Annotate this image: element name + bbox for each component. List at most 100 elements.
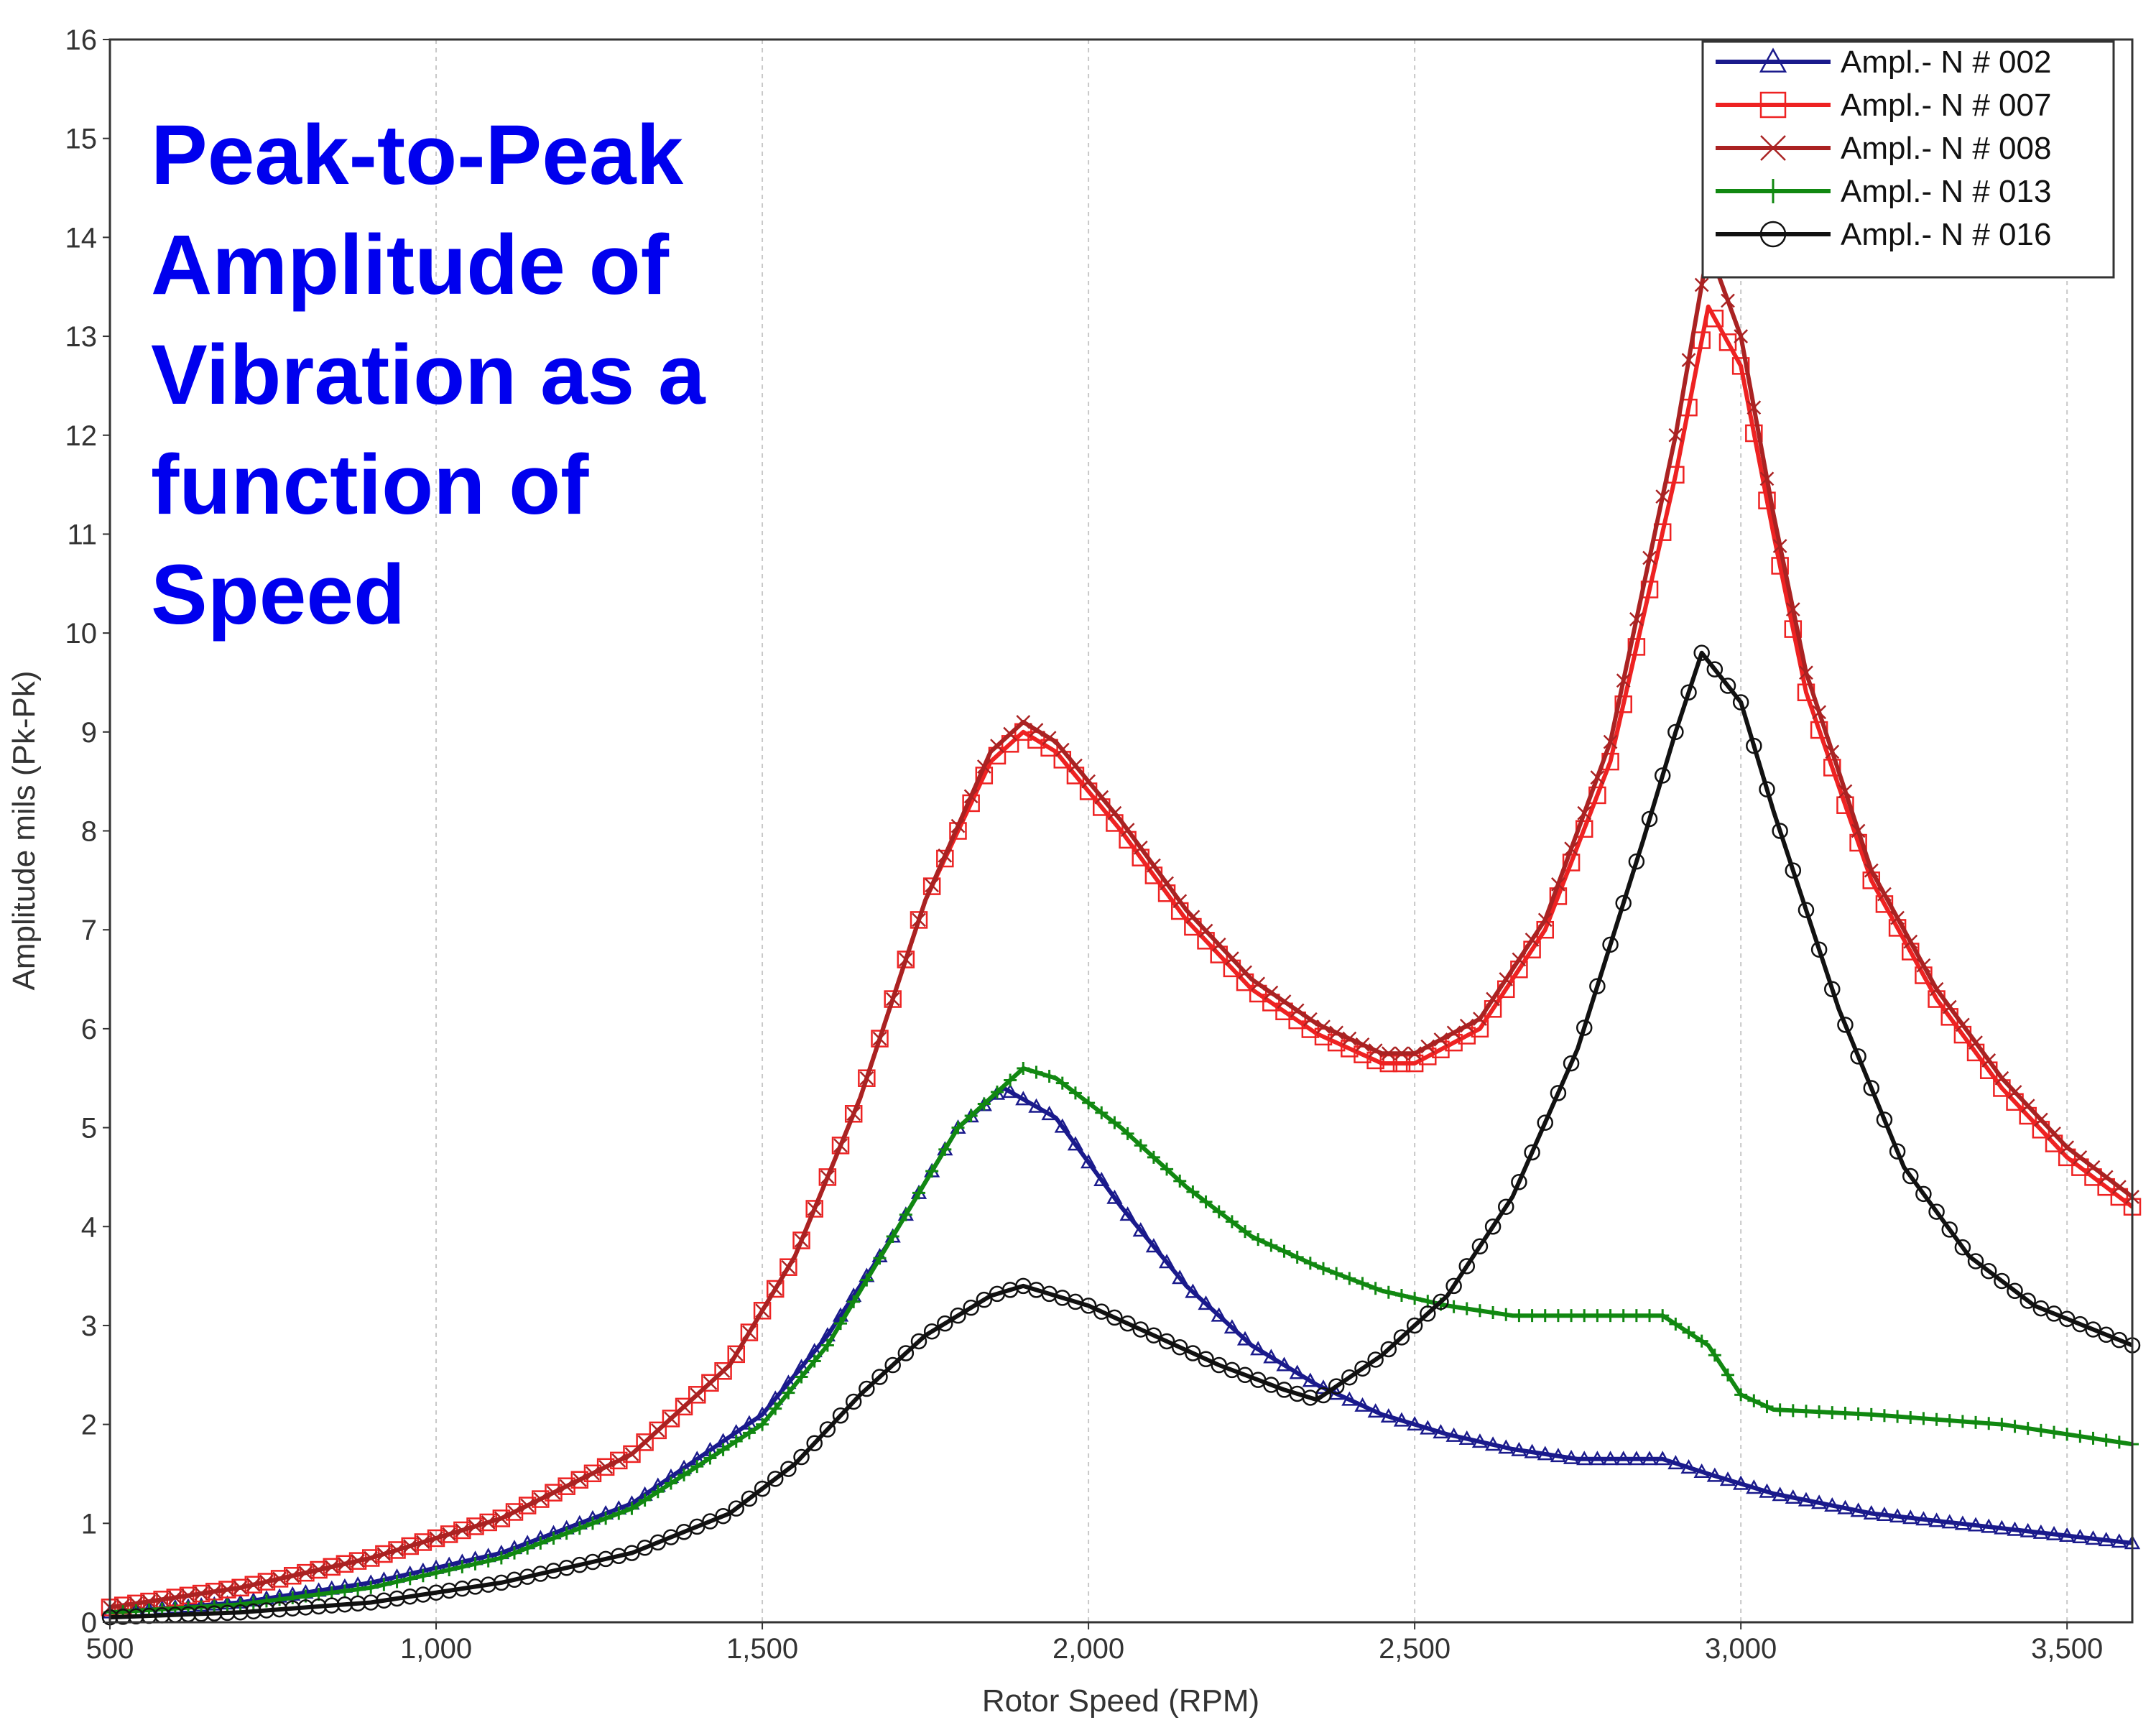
marker-x [520, 1498, 535, 1513]
marker-x [2007, 1085, 2022, 1099]
marker-plus [1277, 1244, 1291, 1258]
y-tick-label: 14 [65, 222, 98, 254]
x-tick-label: 3,000 [1705, 1633, 1777, 1665]
y-tick-label: 4 [81, 1211, 97, 1243]
marker-triangle [1615, 1451, 1632, 1466]
marker-x [1903, 934, 1918, 949]
marker-x [1564, 841, 1578, 856]
marker-x [1616, 673, 1631, 688]
marker-circle [910, 1333, 927, 1350]
marker-circle [1810, 941, 1828, 958]
marker-triangle [1354, 1397, 1371, 1412]
marker-circle [1537, 1114, 1553, 1131]
marker-circle [1824, 981, 1841, 998]
marker-plus [364, 1581, 378, 1594]
marker-triangle [1041, 1106, 1058, 1121]
marker-triangle [1772, 1486, 1788, 1502]
marker-circle [245, 1603, 262, 1620]
marker-plus [1317, 1262, 1330, 1275]
marker-plus [1343, 1272, 1356, 1285]
marker-circle [297, 1599, 314, 1616]
marker-circle [1420, 1305, 1436, 1322]
marker-circle [859, 1380, 875, 1397]
marker-x [1929, 981, 1944, 996]
marker-x [650, 1423, 665, 1438]
marker-plus [873, 1252, 887, 1265]
marker-x [207, 1584, 222, 1599]
marker-triangle [1576, 1451, 1593, 1466]
marker-x [598, 1459, 614, 1474]
marker-plus [769, 1402, 782, 1415]
marker-triangle [1850, 1502, 1866, 1517]
marker-triangle [1902, 1509, 1919, 1525]
marker-plus [1173, 1174, 1187, 1188]
marker-square [557, 1477, 575, 1495]
marker-circle [950, 1307, 966, 1324]
legend-label: Ampl.- N # 016 [1841, 217, 2051, 252]
marker-plus [455, 1560, 469, 1573]
marker-circle [193, 1606, 210, 1622]
marker-plus [1330, 1267, 1343, 1280]
marker-plus [416, 1569, 430, 1583]
marker-plus [430, 1566, 443, 1580]
marker-x [1251, 976, 1266, 991]
marker-plus [1486, 1306, 1500, 1320]
marker-circle [362, 1594, 379, 1611]
series-markers [101, 644, 2141, 1626]
marker-square [1771, 557, 1789, 575]
marker-x [285, 1568, 300, 1583]
marker-circle [1185, 1345, 1201, 1361]
marker-x [2033, 1112, 2048, 1127]
marker-triangle [1015, 1091, 1032, 1106]
marker-x [1224, 951, 1239, 966]
marker-circle [219, 1604, 236, 1622]
series-4 [103, 1061, 2139, 1619]
marker-plus [1864, 1407, 1878, 1421]
marker-circle [1471, 1238, 1489, 1255]
marker-circle [1484, 1218, 1502, 1235]
marker-circle [715, 1507, 731, 1525]
marker-x [1721, 293, 1735, 308]
legend-item: Ampl.- N # 008 [1716, 131, 2051, 166]
marker-plus [1525, 1309, 1539, 1323]
marker-x [364, 1550, 379, 1566]
marker-plus [1761, 179, 1785, 203]
marker-triangle [1054, 1118, 1070, 1133]
marker-plus [494, 1551, 508, 1565]
marker-plus [586, 1517, 599, 1530]
marker-x [1277, 994, 1292, 1009]
marker-triangle [1119, 1206, 1136, 1221]
marker-x [1394, 1046, 1409, 1061]
marker-triangle [2085, 1530, 2101, 1545]
marker-circle [206, 1605, 223, 1622]
marker-triangle [1537, 1446, 1553, 1461]
marker-circle [1706, 661, 1724, 677]
marker-plus [664, 1476, 677, 1490]
marker-plus [703, 1451, 717, 1465]
marker-triangle [1341, 1391, 1358, 1406]
series-5 [101, 644, 2141, 1626]
marker-circle [1615, 894, 1632, 912]
marker-plus [377, 1578, 391, 1591]
marker-x [1407, 1046, 1422, 1061]
marker-triangle [1719, 1471, 1736, 1486]
marker-square [766, 1280, 785, 1298]
marker-plus [808, 1354, 821, 1368]
marker-plus [1669, 1317, 1683, 1331]
marker-plus [547, 1531, 560, 1545]
marker-plus [1499, 1308, 1513, 1321]
marker-x [859, 1070, 874, 1086]
marker-triangle [1589, 1451, 1606, 1466]
marker-triangle [1706, 1467, 1723, 1482]
marker-plus [756, 1418, 769, 1431]
marker-plus [977, 1097, 991, 1111]
marker-plus [508, 1546, 521, 1560]
marker-plus [1578, 1309, 1591, 1323]
marker-plus [1643, 1309, 1657, 1323]
marker-x [1068, 758, 1083, 773]
legend-box [1701, 40, 2115, 279]
marker-plus [951, 1121, 965, 1134]
marker-square [844, 1105, 863, 1123]
marker-x [1486, 991, 1500, 1007]
marker-x [1107, 805, 1122, 820]
